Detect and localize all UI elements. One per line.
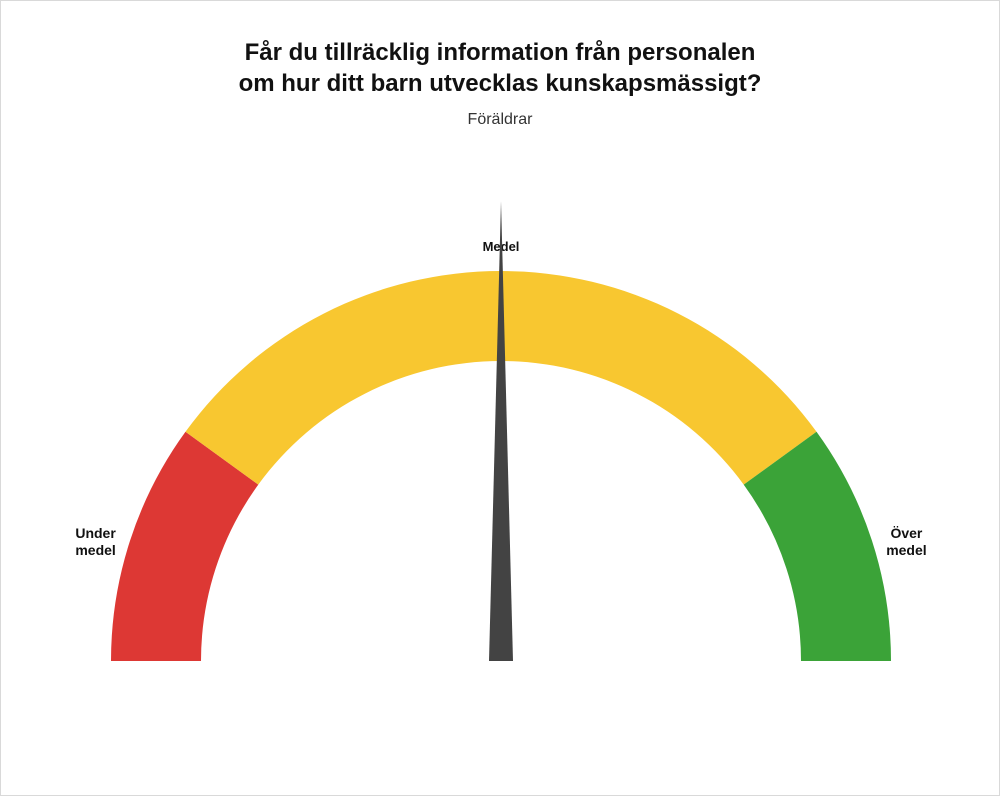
gauge-svg xyxy=(1,1,1000,797)
gauge-needle xyxy=(489,201,513,661)
gauge-svg-container xyxy=(1,1,1000,802)
gauge-chart-frame: Får du tillräcklig information från pers… xyxy=(0,0,1000,796)
